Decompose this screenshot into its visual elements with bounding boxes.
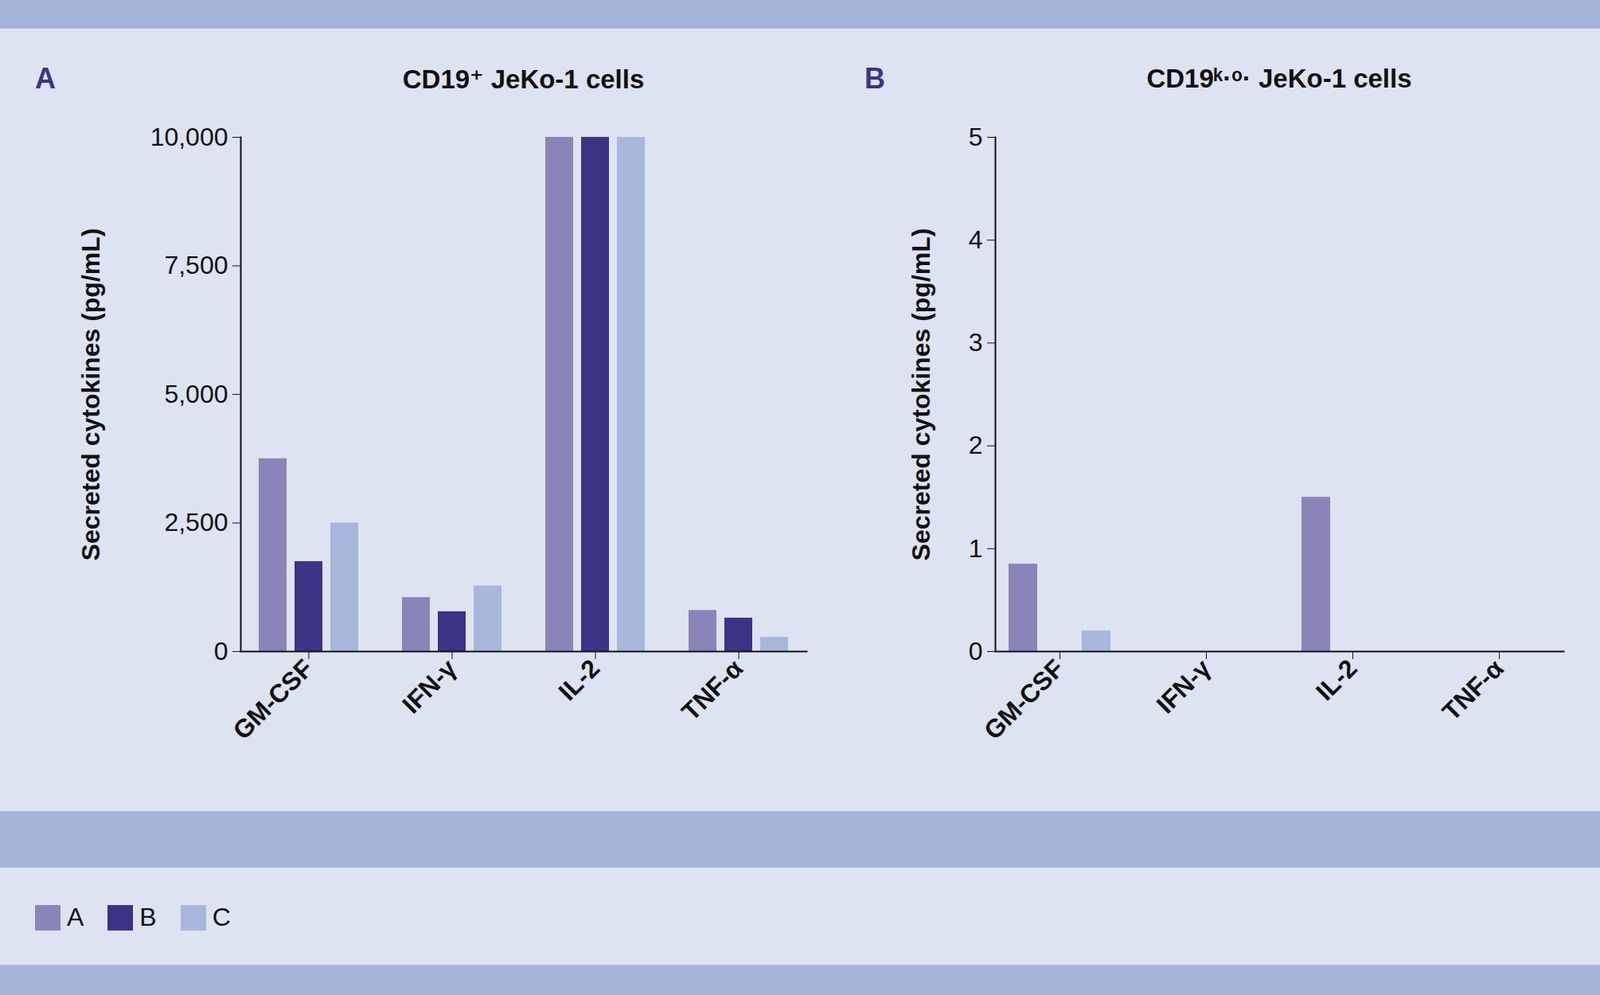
html-text:A: A xyxy=(35,62,56,95)
html-text:B: B xyxy=(139,902,157,932)
svg-text:0: 0 xyxy=(214,636,229,666)
svg-text:5,000: 5,000 xyxy=(163,379,228,409)
svg-text:1: 1 xyxy=(968,534,984,563)
html-text:B: B xyxy=(864,62,886,95)
html-text:A: A xyxy=(66,902,84,932)
svg-text:Secreted cytokines (pg/mL): Secreted cytokines (pg/mL) xyxy=(76,228,106,562)
html-text:CD19⁺ JeKo-1 cells: CD19⁺ JeKo-1 cells xyxy=(402,64,645,94)
svg-text:GM-CSF: GM-CSF xyxy=(978,653,1070,746)
svg-text:0: 0 xyxy=(968,636,984,666)
svg-text:IL-2: IL-2 xyxy=(553,653,606,707)
svg-text:7,500: 7,500 xyxy=(163,250,228,280)
svg-text:IL-2: IL-2 xyxy=(1310,653,1363,707)
svg-text:IFN-γ: IFN-γ xyxy=(1151,653,1217,719)
svg-text:Secreted cytokines (pg/mL): Secreted cytokines (pg/mL) xyxy=(906,228,936,562)
html-text:C: C xyxy=(212,902,231,932)
svg-text:2: 2 xyxy=(968,430,984,460)
svg-text:TNF-α: TNF-α xyxy=(1436,653,1510,726)
svg-text:IFN-γ: IFN-γ xyxy=(396,653,462,719)
svg-text:10,000: 10,000 xyxy=(150,122,229,152)
svg-text:4: 4 xyxy=(968,225,984,254)
svg-text:TNF-α: TNF-α xyxy=(675,653,749,726)
svg-text:3: 3 xyxy=(968,327,984,357)
svg-text:2,500: 2,500 xyxy=(163,507,228,537)
svg-text:5: 5 xyxy=(968,122,984,152)
html-text:CD19ᵏ·ᵒ· JeKo-1 cells: CD19ᵏ·ᵒ· JeKo-1 cells xyxy=(1146,63,1412,94)
svg-text:GM-CSF: GM-CSF xyxy=(226,653,319,746)
